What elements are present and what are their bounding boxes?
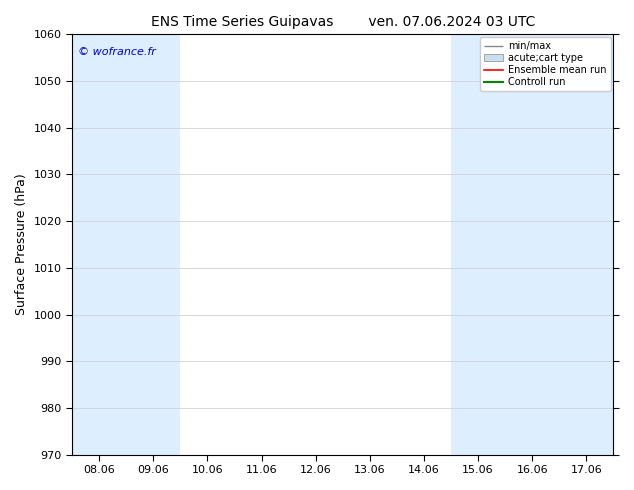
Text: © wofrance.fr: © wofrance.fr: [77, 47, 155, 57]
Title: ENS Time Series Guipavas        ven. 07.06.2024 03 UTC: ENS Time Series Guipavas ven. 07.06.2024…: [151, 15, 535, 29]
Bar: [451, 34, 559, 455]
Legend: min/max, acute;cart type, Ensemble mean run, Controll run: min/max, acute;cart type, Ensemble mean …: [480, 37, 611, 91]
Bar: [559, 34, 634, 455]
Bar: [72, 34, 180, 455]
Y-axis label: Surface Pressure (hPa): Surface Pressure (hPa): [15, 173, 28, 316]
